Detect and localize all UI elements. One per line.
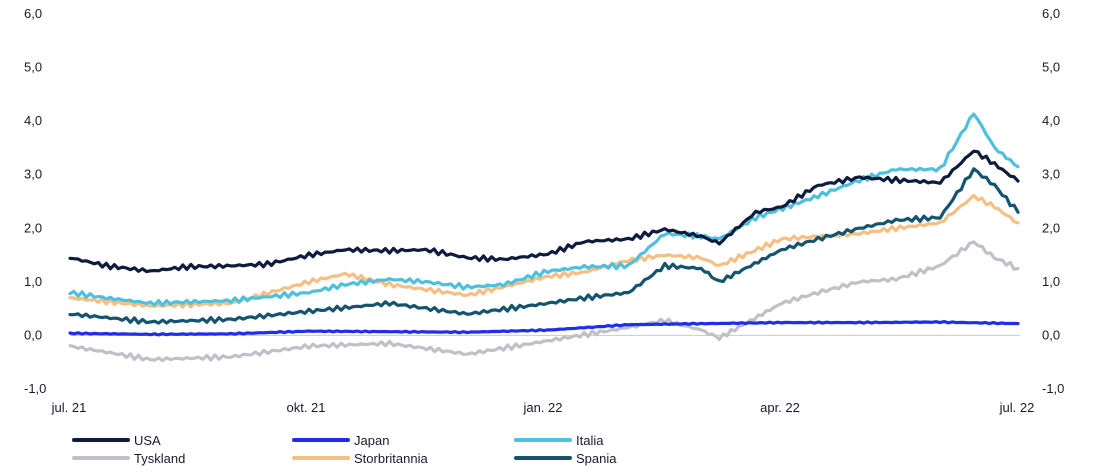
y-tick-label-left: -1,0 [24,381,46,396]
legend-label: Japan [354,432,390,448]
legend-label: Tyskland [134,450,186,466]
y-tick-label-right: 6,0 [1042,6,1060,21]
legend-swatch [292,456,350,460]
y-tick-label-left: 3,0 [24,167,42,182]
y-tick-label-right: 2,0 [1042,220,1060,235]
series-group [68,112,1020,363]
series-line-tyskland [68,240,1020,363]
x-tick-label: apr. 22 [760,400,800,415]
y-tick-label-left: 6,0 [24,6,42,21]
legend-item-italia: Italia [514,432,603,448]
y-tick-label-left: 2,0 [24,220,42,235]
x-tick-label: okt. 21 [286,400,325,415]
legend: USA Japan Italia Tyskland Storbritannia Spani… [72,432,672,468]
y-tick-label-right: 4,0 [1042,113,1060,128]
legend-item-spania: Spania [514,450,616,466]
line-chart: -1,0 0,0 1,0 2,0 3,0 4,0 5,0 6,0 -1,0 0,0 1,0 2,0 3… [24,6,1064,415]
series-line-spania [68,167,1020,325]
legend-item-japan: Japan [292,432,389,448]
legend-swatch [72,438,130,442]
y-tick-label-left: 0,0 [24,327,42,342]
x-axis: jul. 21 okt. 21 jan. 22 apr. 22 jul. 22 [51,334,1035,415]
y-axis-right: -1,0 0,0 1,0 2,0 3,0 4,0 5,0 6,0 [1042,6,1064,396]
y-axis-left: -1,0 0,0 1,0 2,0 3,0 4,0 5,0 6,0 [24,6,46,396]
series-line-storbritannia [68,193,1020,309]
y-tick-label-right: 1,0 [1042,274,1060,289]
x-tick-label: jul. 22 [999,400,1035,415]
y-tick-label-right: -1,0 [1042,381,1064,396]
y-tick-label-left: 1,0 [24,274,42,289]
x-tick-label: jan. 22 [522,400,562,415]
legend-swatch [72,456,130,460]
legend-label: Storbritannia [354,450,428,466]
series-line-usa [68,149,1020,274]
legend-item-tyskland: Tyskland [72,450,185,466]
x-tick-label: jul. 21 [51,400,87,415]
legend-swatch [514,438,572,442]
legend-item-usa: USA [72,432,161,448]
legend-label: Italia [576,432,604,448]
legend-swatch [514,456,572,460]
y-tick-label-right: 0,0 [1042,327,1060,342]
y-tick-label-right: 5,0 [1042,60,1060,75]
y-tick-label-left: 4,0 [24,113,42,128]
legend-label: USA [134,432,161,448]
y-tick-label-left: 5,0 [24,60,42,75]
series-line-italia [68,112,1020,307]
y-tick-label-right: 3,0 [1042,167,1060,182]
legend-label: Spania [576,450,617,466]
series-line-japan [68,319,1020,337]
legend-item-storbritannia: Storbritannia [292,450,428,466]
legend-swatch [292,438,350,442]
